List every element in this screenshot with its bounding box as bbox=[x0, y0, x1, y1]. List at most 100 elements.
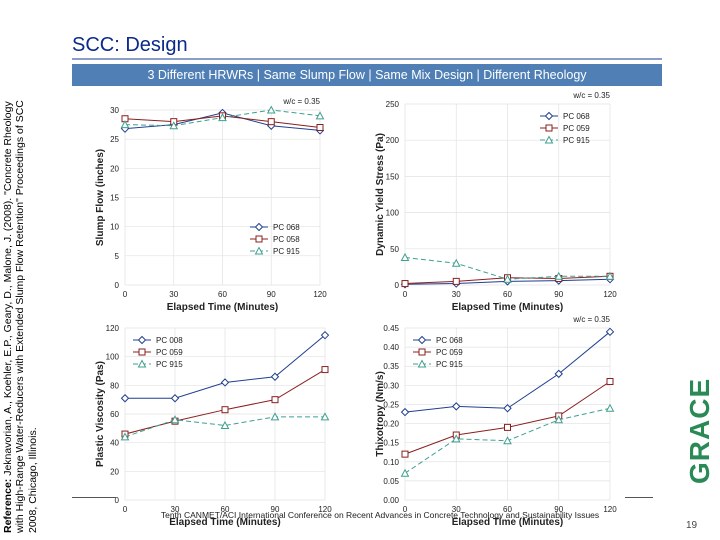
chart2-legend-marker bbox=[137, 335, 147, 345]
chart3-y-tick: 0.15 bbox=[383, 439, 399, 448]
chart0-x-tick: 30 bbox=[169, 290, 178, 299]
chart2-data-point bbox=[270, 372, 280, 381]
chart3-data-point bbox=[605, 403, 615, 412]
chart1-legend-label: PC 059 bbox=[563, 124, 590, 133]
chart2-data-point bbox=[220, 420, 230, 429]
chart3-y-tick: 0.20 bbox=[383, 420, 399, 429]
chart2-legend-label: PC 059 bbox=[156, 348, 183, 357]
chart0-x-tick: 60 bbox=[218, 290, 227, 299]
chart3-y-tick: 0.35 bbox=[383, 362, 399, 371]
chart1-x-tick: 120 bbox=[603, 290, 617, 299]
chart2-y-tick: 80 bbox=[110, 381, 119, 390]
chart2-y-tick: 0 bbox=[115, 496, 120, 505]
chart0-y-tick: 0 bbox=[115, 281, 120, 290]
chart2-y-tick: 100 bbox=[106, 353, 120, 362]
chart2-data-point bbox=[170, 394, 180, 403]
chart2-x-tick: 120 bbox=[318, 505, 332, 514]
chart2-data-point bbox=[320, 330, 330, 340]
chart2-data-point bbox=[120, 394, 130, 403]
banner: 3 Different HRWRs | Same Slump Flow | Sa… bbox=[72, 64, 662, 86]
chart0-data-point bbox=[267, 118, 275, 126]
chart2-legend-marker bbox=[137, 359, 147, 368]
chart2-x-tick: 90 bbox=[271, 505, 280, 514]
chart2-legend-label: PC 915 bbox=[156, 360, 183, 369]
chart3-y-tick: 0.00 bbox=[383, 496, 399, 505]
chart3-data-point bbox=[605, 327, 615, 337]
chart0-y-tick: 30 bbox=[110, 106, 119, 115]
title-divider bbox=[72, 58, 662, 60]
chart3-data-point bbox=[503, 436, 512, 445]
chart3-data-point bbox=[504, 423, 511, 431]
chart3-x-tick: 30 bbox=[452, 505, 461, 514]
chart0-data-point bbox=[316, 124, 324, 131]
chart1-y-tick: 50 bbox=[390, 245, 399, 254]
chart3-data-point bbox=[554, 369, 563, 379]
page-number: 19 bbox=[686, 520, 698, 531]
chart2-y-tick: 120 bbox=[106, 324, 120, 333]
chart3-y-tick: 0.45 bbox=[383, 324, 399, 333]
chart2-x-tick: 30 bbox=[171, 505, 180, 514]
chart0-x-tick: 90 bbox=[267, 290, 276, 299]
chart3-x-label: Elapsed Time (Minutes) bbox=[452, 517, 564, 528]
chart0-x-tick: 0 bbox=[123, 290, 128, 299]
slide-title: SCC: Design bbox=[72, 34, 188, 56]
footer-text: Tenth CANMET/ACI International Conferenc… bbox=[160, 510, 600, 520]
chart1-y-tick: 0 bbox=[395, 281, 400, 290]
chart0-legend-marker bbox=[254, 246, 264, 255]
chart0-x-tick: 120 bbox=[313, 290, 327, 299]
chart3-data-point bbox=[606, 378, 614, 386]
chart2-y-label: Plastic Viscosity (Pas) bbox=[95, 361, 106, 467]
chart0-y-tick: 5 bbox=[115, 252, 120, 261]
chart2-data-point bbox=[221, 406, 229, 414]
chart1-data-point bbox=[401, 280, 409, 288]
chart3-x-tick: 120 bbox=[603, 505, 617, 514]
chart0-y-tick: 25 bbox=[110, 135, 119, 144]
chart2-data-point bbox=[321, 366, 329, 374]
chart0-data-point bbox=[218, 113, 227, 122]
footer-rule-right bbox=[625, 497, 653, 498]
chart3-y-tick: 0.10 bbox=[383, 458, 399, 467]
chart1-data-point bbox=[605, 271, 615, 280]
chart0-data-point bbox=[120, 120, 130, 129]
chart2-x-tick: 60 bbox=[221, 505, 230, 514]
chart3-legend-marker bbox=[418, 348, 426, 356]
chart3-annotation: w/c = 0.35 bbox=[572, 315, 610, 324]
chart2-data-point bbox=[120, 432, 130, 441]
chart3-y-tick: 0.30 bbox=[383, 381, 399, 390]
chart3-x-tick: 60 bbox=[503, 505, 512, 514]
chart0-y-tick: 10 bbox=[110, 223, 119, 232]
chart0-x-label: Elapsed Time (Minutes) bbox=[167, 302, 279, 313]
chart3-data-point bbox=[400, 468, 410, 477]
chart0-legend-label: PC 058 bbox=[273, 235, 300, 244]
chart0-legend-label: PC 068 bbox=[273, 223, 300, 232]
chart0-data-point bbox=[315, 111, 325, 120]
chart2-legend-label: PC 008 bbox=[156, 336, 183, 345]
chart2-data-point bbox=[271, 396, 279, 404]
chart1-legend-marker bbox=[544, 111, 554, 121]
chart3-x-tick: 0 bbox=[403, 505, 408, 514]
chart0-y-label: Slump Flow (inches) bbox=[95, 149, 106, 246]
chart3-legend-label: PC 059 bbox=[436, 348, 463, 357]
chart1-x-label: Elapsed Time (Minutes) bbox=[452, 302, 564, 313]
chart1-x-tick: 30 bbox=[452, 290, 461, 299]
chart1-legend-label: PC 915 bbox=[563, 136, 590, 145]
chart2-x-label: Elapsed Time (Minutes) bbox=[169, 517, 281, 528]
chart2-y-tick: 60 bbox=[110, 410, 119, 419]
chart1-y-label: Dynamic Yield Stress (Pa) bbox=[375, 133, 386, 256]
chart3-legend-marker bbox=[417, 359, 427, 368]
chart2-data-point bbox=[220, 378, 230, 387]
footer-rule-left bbox=[72, 497, 116, 498]
grace-logo: GRACE bbox=[684, 377, 715, 484]
chart2-y-tick: 40 bbox=[110, 439, 119, 448]
chart0-y-tick: 15 bbox=[110, 194, 119, 203]
chart3-legend-marker bbox=[417, 335, 427, 345]
chart1-y-tick: 250 bbox=[386, 100, 400, 109]
chart1-y-tick: 100 bbox=[386, 209, 400, 218]
chart2-data-point bbox=[170, 415, 180, 424]
chart0-legend-label: PC 915 bbox=[273, 247, 300, 256]
chart3-data-point bbox=[452, 402, 461, 411]
chart3-data-point bbox=[451, 434, 461, 443]
